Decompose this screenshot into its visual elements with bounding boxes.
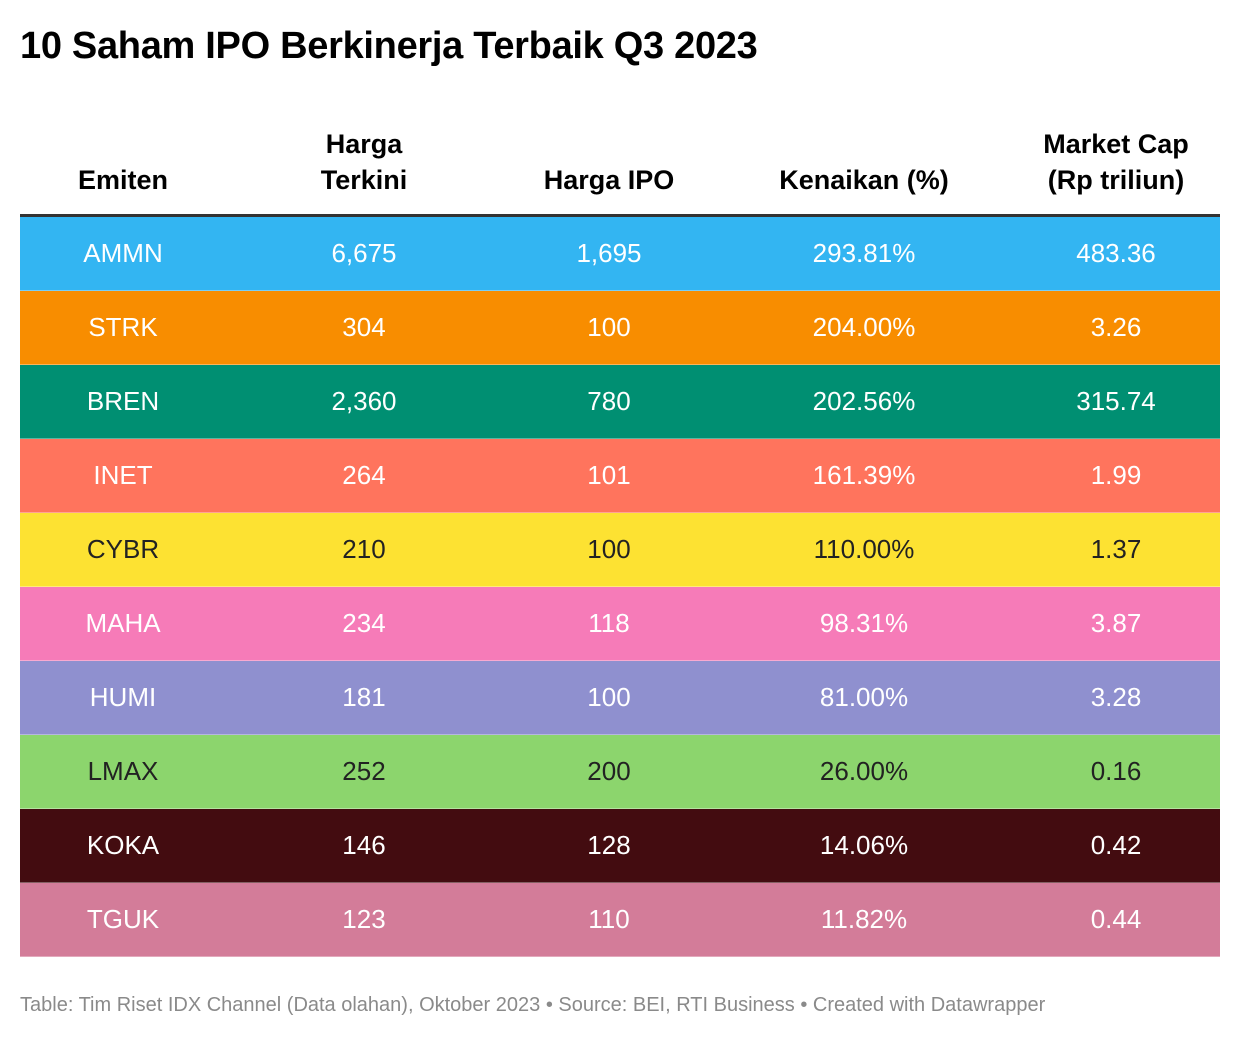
cell-market-cap: 0.16 [1090, 756, 1142, 786]
cell-market-cap: 3.26 [1090, 312, 1142, 342]
cell-harga-ipo: 200 [587, 756, 631, 786]
cell-harga-terkini: 210 [342, 534, 386, 564]
cell-emiten: LMAX [87, 756, 159, 786]
cell-harga-terkini: 264 [342, 460, 386, 490]
header-line: (Rp triliun) [1047, 165, 1185, 195]
table-body: AMMN 6,675 1,695 293.81% 483.36 STRK 304 100 204… [20, 217, 1220, 957]
table-row: CYBR 210 100 110.00% 1.37 [20, 513, 1220, 587]
chart-title: 10 Saham IPO Berkinerja Terbaik Q3 2023 [20, 25, 758, 67]
cell-emiten: STRK [88, 312, 158, 342]
column-header-harga-terkini[interactable]: Harga Terkini [226, 120, 502, 214]
header-line: Emiten [77, 165, 169, 195]
table-row: INET 264 101 161.39% 1.99 [20, 439, 1220, 513]
table-row: AMMN 6,675 1,695 293.81% 483.36 [20, 217, 1220, 291]
cell-harga-terkini: 304 [342, 312, 386, 342]
cell-harga-terkini: 234 [342, 608, 386, 638]
cell-kenaikan: 26.00% [819, 756, 909, 786]
cell-harga-terkini: 2,360 [331, 386, 397, 416]
column-header-harga-ipo[interactable]: Harga IPO [502, 120, 716, 214]
cell-kenaikan: 11.82% [820, 904, 908, 934]
cell-kenaikan: 110.00% [813, 534, 915, 564]
header-line: Kenaikan (%) [779, 165, 949, 195]
cell-harga-ipo: 128 [587, 830, 631, 860]
cell-kenaikan: 293.81% [812, 238, 916, 268]
footer-credits: Table: Tim Riset IDX Channel (Data olaha… [20, 994, 1046, 1016]
column-header-emiten[interactable]: Emiten [20, 120, 226, 214]
table-row: MAHA 234 118 98.31% 3.87 [20, 587, 1220, 661]
cell-harga-terkini: 181 [342, 682, 386, 712]
table-row: LMAX 252 200 26.00% 0.16 [20, 735, 1220, 809]
header-line: Harga [325, 129, 403, 159]
table-row: TGUK 123 110 11.82% 0.44 [20, 883, 1220, 957]
table-row: STRK 304 100 204.00% 3.26 [20, 291, 1220, 365]
header-line: Harga IPO [543, 165, 675, 195]
table-header: Emiten Harga Terkini Harga IPO Kenaikan … [20, 120, 1220, 217]
cell-emiten: CYBR [86, 534, 160, 564]
cell-market-cap: 1.37 [1090, 534, 1142, 564]
cell-emiten: KOKA [86, 830, 160, 860]
header-line: Market Cap [1043, 129, 1189, 159]
cell-harga-ipo: 100 [587, 534, 631, 564]
cell-kenaikan: 81.00% [819, 682, 909, 712]
cell-kenaikan: 202.56% [812, 386, 916, 416]
cell-harga-ipo: 1,695 [576, 238, 642, 268]
column-header-kenaikan[interactable]: Kenaikan (%) [716, 120, 1012, 214]
cell-kenaikan: 161.39% [812, 460, 916, 490]
cell-harga-terkini: 6,675 [331, 238, 397, 268]
cell-emiten: BREN [86, 386, 160, 416]
cell-emiten: TGUK [86, 904, 160, 934]
header-line: Terkini [320, 165, 408, 195]
cell-market-cap: 483.36 [1076, 238, 1156, 268]
column-header-market-cap[interactable]: Market Cap (Rp triliun) [1012, 120, 1220, 214]
cell-harga-terkini: 146 [342, 830, 386, 860]
cell-emiten: MAHA [85, 608, 161, 638]
cell-market-cap: 0.42 [1090, 830, 1142, 860]
cell-harga-ipo: 780 [587, 386, 631, 416]
cell-emiten: AMMN [83, 238, 163, 268]
cell-harga-ipo: 101 [587, 460, 631, 490]
cell-harga-ipo: 118 [588, 608, 630, 638]
cell-harga-terkini: 123 [342, 904, 386, 934]
cell-kenaikan: 14.06% [819, 830, 909, 860]
cell-emiten: INET [93, 460, 153, 490]
cell-market-cap: 1.99 [1090, 460, 1142, 490]
cell-harga-ipo: 110 [588, 904, 630, 934]
table-row: HUMI 181 100 81.00% 3.28 [20, 661, 1220, 735]
cell-harga-terkini: 252 [342, 756, 386, 786]
cell-kenaikan: 204.00% [812, 312, 916, 342]
cell-market-cap: 0.44 [1090, 904, 1142, 934]
cell-market-cap: 3.28 [1090, 682, 1142, 712]
cell-harga-ipo: 100 [587, 312, 631, 342]
table-row: BREN 2,360 780 202.56% 315.74 [20, 365, 1220, 439]
cell-market-cap: 315.74 [1076, 386, 1156, 416]
cell-kenaikan: 98.31% [819, 608, 909, 638]
cell-emiten: HUMI [89, 682, 157, 712]
table-row: KOKA 146 128 14.06% 0.42 [20, 809, 1220, 883]
cell-harga-ipo: 100 [587, 682, 631, 712]
data-table: Emiten Harga Terkini Harga IPO Kenaikan … [20, 120, 1220, 957]
cell-market-cap: 3.87 [1090, 608, 1142, 638]
